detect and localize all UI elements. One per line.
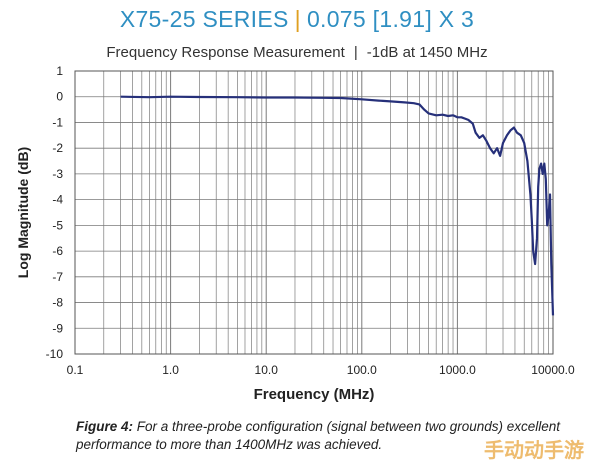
x-tick-label: 0.1 [67,363,84,377]
y-tick-label: -6 [52,244,63,258]
series-line [120,95,555,316]
figure-caption-label: Figure 4: [76,419,134,434]
y-tick-label: -2 [52,141,63,155]
y-tick-label: -10 [46,347,64,361]
plot-area-frame [74,70,554,355]
chart-grid [74,70,553,355]
y-axis-tick-labels: 1 0 -1 -2 -3 -4 -5 -6 -7 -8 -9 -10 [46,64,64,361]
x-tick-label: 1.0 [162,363,179,377]
y-tick-label: -1 [52,115,63,129]
y-tick-label: 1 [56,64,63,78]
x-tick-label: 100.0 [347,363,377,377]
chart-subtitle-measurement: Frequency Response Measurement [106,44,345,61]
chart-title: X75-25 SERIES | 0.075 [1.91] X 3 [0,6,594,33]
x-axis-tick-labels: 0.1 1.0 10.0 100.0 1000.0 10000.0 [67,363,575,377]
y-tick-label: -5 [52,218,63,232]
chart-title-size: 0.075 [1.91] X 3 [306,6,475,32]
y-axis-label: Log Magnitude (dB) [15,147,31,278]
y-tick-label: -7 [52,270,63,284]
y-tick-label: -9 [52,321,63,335]
figure-caption: Figure 4: For a three-probe configuratio… [76,418,576,454]
chart-subtitle-bandwidth: -1dB at 1450 MHz [366,44,488,61]
chart-title-series: X75-25 SERIES [119,6,289,32]
x-tick-label: 1000.0 [439,363,476,377]
chart-subtitle-separator: | [353,44,358,61]
y-tick-label: -8 [52,296,63,310]
x-axis-label: Frequency (MHz) [254,386,375,403]
frequency-response-chart: 1 0 -1 -2 -3 -4 -5 -6 -7 -8 -9 -10 0.1 1.0 10.0 100.0 1… [15,64,575,403]
y-tick-label: 0 [56,90,63,104]
figure-caption-text: For a three-probe configuration (signal … [76,419,561,452]
y-tick-label: -4 [52,193,63,207]
y-tick-label: -3 [52,167,63,181]
chart-subtitle: Frequency Response Measurement | -1dB at 1… [0,44,594,61]
x-tick-label: 10.0 [255,363,279,377]
watermark-logo: 手动动手游 [484,440,584,462]
chart-title-separator: | [294,6,301,32]
x-tick-label: 10000.0 [531,363,575,377]
